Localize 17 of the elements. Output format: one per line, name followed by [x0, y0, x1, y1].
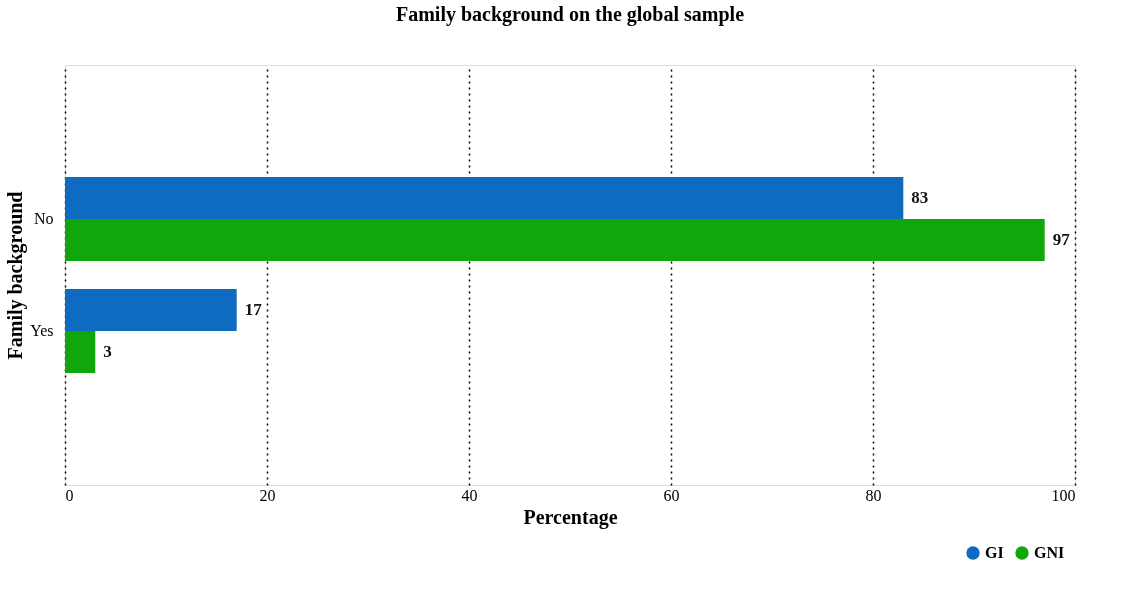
data-label: 17: [244, 300, 263, 319]
data-label: 97: [1052, 230, 1071, 249]
x-tick-label: 0: [65, 486, 74, 504]
x-tick-label: 20: [259, 486, 276, 504]
data-label: 3: [103, 342, 112, 361]
y-axis-title: Family background: [4, 191, 28, 360]
legend-label: GNI: [1034, 544, 1065, 561]
x-tick-label: 80: [865, 486, 882, 504]
chart-title: Family background on the global sample: [395, 3, 745, 26]
x-tick-label: 60: [663, 486, 680, 504]
y-tick-label: Yes: [30, 322, 54, 339]
x-axis-title: Percentage: [523, 505, 618, 529]
y-tick-label: No: [33, 210, 54, 227]
x-tick-label: 100: [1051, 486, 1076, 504]
data-label: 83: [911, 188, 929, 207]
legend-label: GI: [985, 544, 1004, 561]
x-tick-label: 40: [461, 486, 478, 504]
